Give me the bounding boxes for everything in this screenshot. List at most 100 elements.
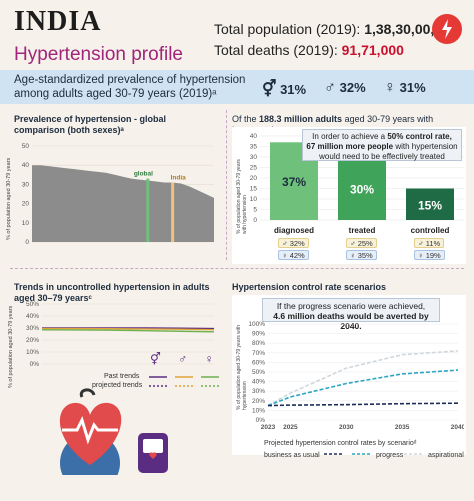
y-tick-label: 50%: [252, 369, 265, 376]
global-area-series: [32, 165, 214, 242]
india-marker-label: India: [171, 174, 187, 181]
y-tick-label: 80%: [252, 340, 265, 347]
prevalence-band: [0, 70, 474, 104]
y-tick-label: 30: [250, 154, 258, 161]
deaths-value: 91,71,000: [341, 42, 404, 58]
x-tick-label: 2023: [261, 424, 276, 431]
trends-panel-title: Trends in uncontrolled hypertension in a…: [14, 282, 210, 303]
bar-value-label: 15%: [418, 198, 442, 212]
scenario-panel-ylabel: % of population aged 30-79 years with hy…: [236, 324, 248, 410]
past-trends-label: Past trends: [104, 373, 140, 380]
publisher-logo-icon: [432, 14, 462, 44]
y-tick-label: 30%: [26, 325, 39, 332]
y-tick-label: 20: [22, 201, 30, 208]
y-tick-label: 15: [250, 186, 258, 193]
male-legend-icon: ♂: [178, 352, 188, 366]
y-tick-label: 50%: [26, 301, 39, 308]
y-tick-label: 10%: [252, 407, 265, 414]
blood-pressure-monitor-icon: [138, 433, 168, 473]
female-legend-icon: ♀: [204, 352, 214, 366]
bar-treated: [338, 157, 386, 220]
bar-value-label: 30%: [350, 183, 374, 197]
y-tick-label: 40%: [26, 313, 39, 320]
deaths-stat: Total deaths (2019): 91,71,000: [214, 42, 404, 58]
trend-line: [41, 329, 215, 333]
both-sexes-icon: ⚥: [262, 81, 277, 98]
trend-line: [42, 327, 215, 331]
prevalence-band-text: Age-standardized prevalence of hypertens…: [14, 74, 246, 100]
y-tick-label: 90%: [252, 331, 265, 338]
global-panel-title: Prevalence of hypertension - global comp…: [14, 114, 167, 135]
y-tick-label: 100%: [248, 321, 265, 328]
y-tick-label: 40: [250, 133, 258, 140]
female-prevalence: ♀ 31%: [384, 79, 426, 96]
x-tick-label: 2030: [339, 424, 354, 431]
y-tick-label: 30%: [252, 388, 265, 395]
bar-value-label: 37%: [282, 175, 306, 189]
category-label: controlled: [410, 226, 450, 235]
female-rate-chip: ♀ 35%: [346, 250, 377, 260]
male-rate-chip: ♂ 25%: [346, 238, 377, 248]
global-comparison-chart: 0 10 20 30 40 50 global India: [22, 143, 214, 246]
y-tick-label: 40%: [252, 379, 265, 386]
scenario-legend-title: Projected hypertension control rates by …: [264, 440, 417, 447]
y-tick-label: 30: [22, 181, 30, 188]
y-tick-label: 0%: [30, 361, 40, 368]
page-subtitle: Hypertension profile: [14, 44, 183, 65]
y-tick-label: 10%: [26, 349, 39, 356]
treatment-callout: In order to achieve a 50% control rate, …: [302, 129, 462, 161]
vertical-divider: [226, 110, 227, 260]
bar-controlled: [406, 188, 454, 220]
category-label: diagnosed: [273, 226, 314, 235]
male-rate-chip: ♂ 32%: [278, 238, 309, 248]
scenario-line-chart: 0% 10% 20% 30% 40% 50% 60% 70% 80% 90% 100% 2023 202…: [248, 321, 464, 431]
trends-line-chart: 0% 10% 20% 30% 40% 50%: [26, 301, 215, 368]
male-prevalence: ♂ 32%: [324, 79, 366, 96]
female-rate-chip: ♀ 19%: [414, 250, 445, 260]
both-sexes-legend-icon: ⚥: [150, 352, 161, 366]
female-icon: ♀: [384, 79, 396, 96]
global-marker-bar: [146, 178, 150, 242]
scenario-callout: If the progress scenario were achieved, 4…: [262, 298, 440, 331]
category-label: treated: [348, 226, 376, 235]
female-rate-chip: ♀ 42%: [278, 250, 309, 260]
both-sexes-prevalence: ⚥ 31%: [262, 81, 307, 98]
x-tick-label: 2035: [395, 424, 410, 431]
y-tick-label: 25: [250, 165, 258, 172]
y-tick-label: 20%: [26, 337, 39, 344]
trends-legend-swatches: [149, 376, 219, 387]
legend-aspirational: aspirational: [404, 452, 464, 459]
y-tick-label: 70%: [252, 350, 265, 357]
y-tick-label: 35: [250, 144, 258, 151]
deaths-label: Total deaths (2019):: [214, 42, 338, 58]
global-marker-label: global: [134, 171, 153, 178]
y-tick-label: 10: [250, 196, 258, 203]
x-tick-label: 2040: [451, 424, 464, 431]
y-tick-label: 0: [25, 239, 29, 246]
legend-progress: progress: [352, 452, 404, 459]
y-tick-label: 0: [253, 217, 257, 224]
country-title: INDIA: [14, 6, 102, 37]
y-tick-label: 0%: [256, 417, 266, 424]
y-tick-label: 20: [250, 175, 258, 182]
global-panel-ylabel: % of population aged 30-79 years: [6, 157, 12, 240]
male-rate-chip: ♂ 11%: [414, 238, 445, 248]
scenario-line-aspirational: [267, 350, 459, 407]
legend-bau: business as usual: [264, 452, 344, 459]
scenario-panel-title: Hypertension control rate scenarios: [232, 282, 387, 292]
projected-trends-label: projected trends: [92, 382, 143, 389]
x-tick-label: 2025: [283, 424, 298, 431]
male-icon: ♂: [324, 79, 336, 96]
y-tick-label: 50: [22, 143, 30, 150]
y-tick-label: 20%: [252, 398, 265, 405]
y-tick-label: 60%: [252, 359, 265, 366]
section-divider: [10, 268, 464, 269]
y-tick-label: 40: [22, 162, 30, 169]
y-tick-label: 5: [253, 207, 257, 214]
population-label: Total population (2019):: [214, 21, 361, 37]
population-stat: Total population (2019): 1,38,30,00,000: [214, 21, 458, 37]
scenario-line-progress: [267, 369, 459, 407]
treatment-bar-chart: 0 5 10 15 20 25 30 35 40 37% 30% 15%: [250, 133, 464, 224]
trends-panel-ylabel: % of population aged 30-79 years: [8, 305, 14, 388]
trends-legend-icons: ⚥ ♂ ♀: [150, 352, 214, 366]
